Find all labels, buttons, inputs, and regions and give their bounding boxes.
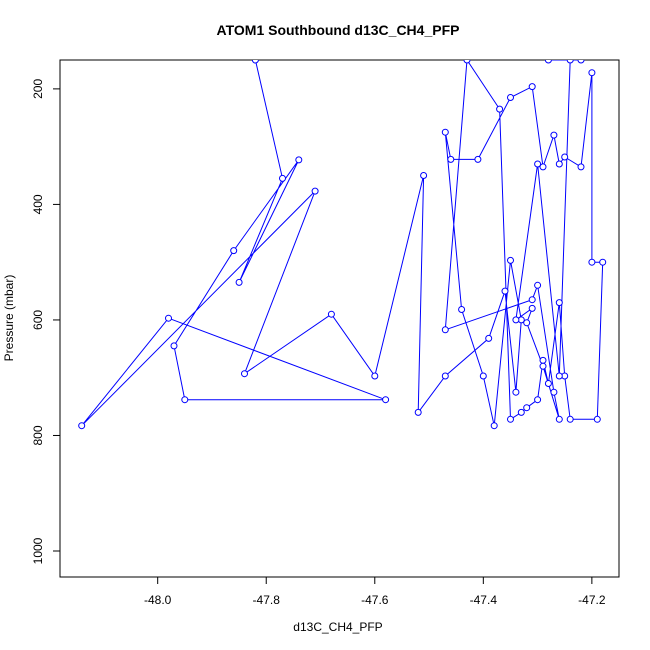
y-axis-label: Pressure (mbar): [2, 275, 16, 362]
y-tick-label: 1000: [31, 537, 45, 564]
data-point: [539, 163, 547, 171]
data-point: [577, 163, 585, 171]
data-point: [371, 372, 379, 380]
data-point: [539, 362, 547, 370]
x-tick-label: -47.6: [361, 593, 389, 607]
data-point: [441, 372, 449, 380]
data-point: [485, 334, 493, 342]
data-point: [523, 319, 531, 327]
data-point: [458, 306, 466, 313]
data-point: [593, 415, 601, 423]
data-point: [447, 155, 455, 163]
data-point: [441, 326, 449, 334]
data-point: [534, 160, 542, 168]
data-point: [588, 258, 596, 266]
data-point: [507, 256, 514, 264]
plot-box: [59, 59, 620, 578]
data-point: [512, 316, 520, 324]
data-point: [528, 296, 536, 304]
data-point: [414, 408, 422, 416]
data-point: [517, 408, 525, 416]
data-point: [555, 415, 563, 423]
data-point: [544, 380, 552, 387]
data-point: [479, 372, 487, 380]
data-point: [561, 153, 569, 161]
data-point: [566, 60, 574, 64]
data-point: [78, 422, 86, 430]
data-point: [588, 69, 596, 77]
data-point: [170, 342, 178, 350]
data-point: [534, 396, 542, 404]
data-point: [235, 278, 243, 286]
data-point: [555, 160, 563, 168]
data-point: [507, 94, 514, 101]
series-line: [81, 60, 604, 427]
data-point: [599, 258, 607, 266]
data-point: [534, 281, 542, 289]
y-tick-label: 800: [31, 425, 45, 445]
data-point: [463, 60, 471, 64]
data-point: [496, 105, 504, 113]
data-point: [501, 287, 509, 295]
data-point: [512, 388, 520, 396]
x-tick-label: -48.0: [144, 593, 172, 607]
x-tick-label: -47.4: [470, 593, 498, 607]
data-point: [539, 356, 547, 364]
y-tick-label: 600: [31, 310, 45, 330]
data-point: [528, 304, 536, 312]
y-tick-label: 200: [31, 79, 45, 99]
x-tick-label: -47.2: [578, 593, 606, 607]
data-point: [507, 415, 514, 423]
data-point: [251, 60, 259, 64]
data-point: [279, 174, 286, 182]
data-point: [577, 60, 585, 64]
data-point: [474, 155, 482, 163]
data-point: [555, 299, 563, 307]
data-point: [550, 131, 558, 139]
data-point: [441, 128, 449, 136]
data-point: [550, 388, 558, 396]
data-point: [295, 156, 303, 164]
x-axis: -48.0 -47.8 -47.6 -47.4 -47.2: [144, 577, 606, 607]
data-point: [566, 415, 574, 423]
x-axis-label: d13C_CH4_PFP: [293, 620, 382, 634]
data-point: [382, 396, 390, 404]
y-axis: 200 400 600 800 1000: [31, 79, 60, 564]
x-tick-label: -47.8: [253, 593, 281, 607]
data-point: [420, 172, 428, 179]
data-point: [523, 404, 531, 412]
data-point: [327, 310, 335, 318]
y-tick-label: 400: [31, 194, 45, 214]
data-point: [490, 422, 498, 430]
series-group: [78, 60, 607, 430]
chart-title: ATOM1 Southbound d13C_CH4_PFP: [217, 22, 460, 38]
data-point: [241, 370, 248, 378]
data-point: [528, 83, 536, 91]
data-point: [544, 60, 552, 64]
data-point: [230, 247, 238, 255]
data-point: [165, 314, 172, 322]
data-point: [555, 372, 563, 380]
data-point: [311, 187, 319, 195]
data-point: [181, 396, 189, 404]
